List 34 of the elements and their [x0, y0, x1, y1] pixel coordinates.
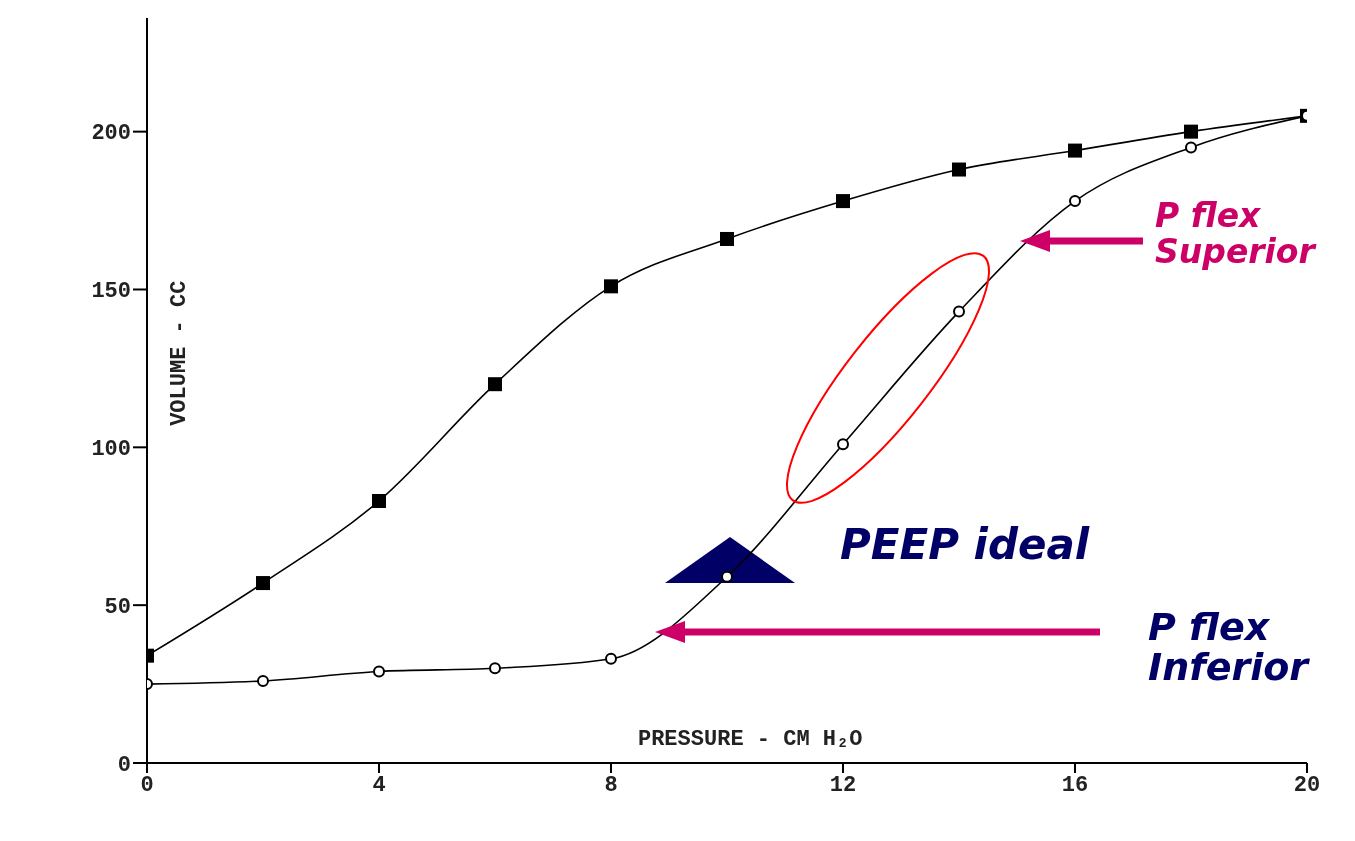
point [489, 662, 501, 675]
point [837, 438, 849, 451]
x-tick-label: 4 [372, 772, 386, 798]
point [257, 674, 269, 687]
point [1184, 124, 1198, 139]
point [952, 162, 966, 177]
x-axis-title: PRESSURE - CM H₂O [637, 727, 863, 752]
y-tick-label: 150 [91, 279, 131, 305]
x-tick-label: 16 [1061, 772, 1089, 798]
annotation: PEEP ideal [840, 520, 1090, 569]
y-axis-title: VOLUME - CC [167, 280, 192, 426]
point [373, 665, 385, 678]
x-tick-label: 8 [604, 772, 618, 798]
point [721, 570, 733, 583]
point [1068, 143, 1082, 158]
point [604, 279, 618, 294]
annotation: P flex Inferior [1148, 605, 1311, 689]
annotation: P flex Superior [1155, 196, 1317, 271]
point [256, 576, 270, 591]
point [1185, 141, 1197, 154]
x-tick-label: 20 [1293, 772, 1321, 798]
point [720, 231, 734, 246]
point [1069, 195, 1081, 208]
point [488, 377, 502, 392]
point [372, 493, 386, 508]
x-tick-label: 0 [140, 772, 154, 798]
point [836, 194, 850, 209]
y-tick-label: 0 [117, 752, 131, 778]
y-tick-label: 100 [91, 437, 131, 463]
y-tick-label: 50 [104, 594, 131, 620]
point [953, 305, 965, 318]
point [605, 652, 617, 665]
x-tick-label: 12 [829, 772, 857, 798]
y-tick-label: 200 [91, 121, 131, 147]
